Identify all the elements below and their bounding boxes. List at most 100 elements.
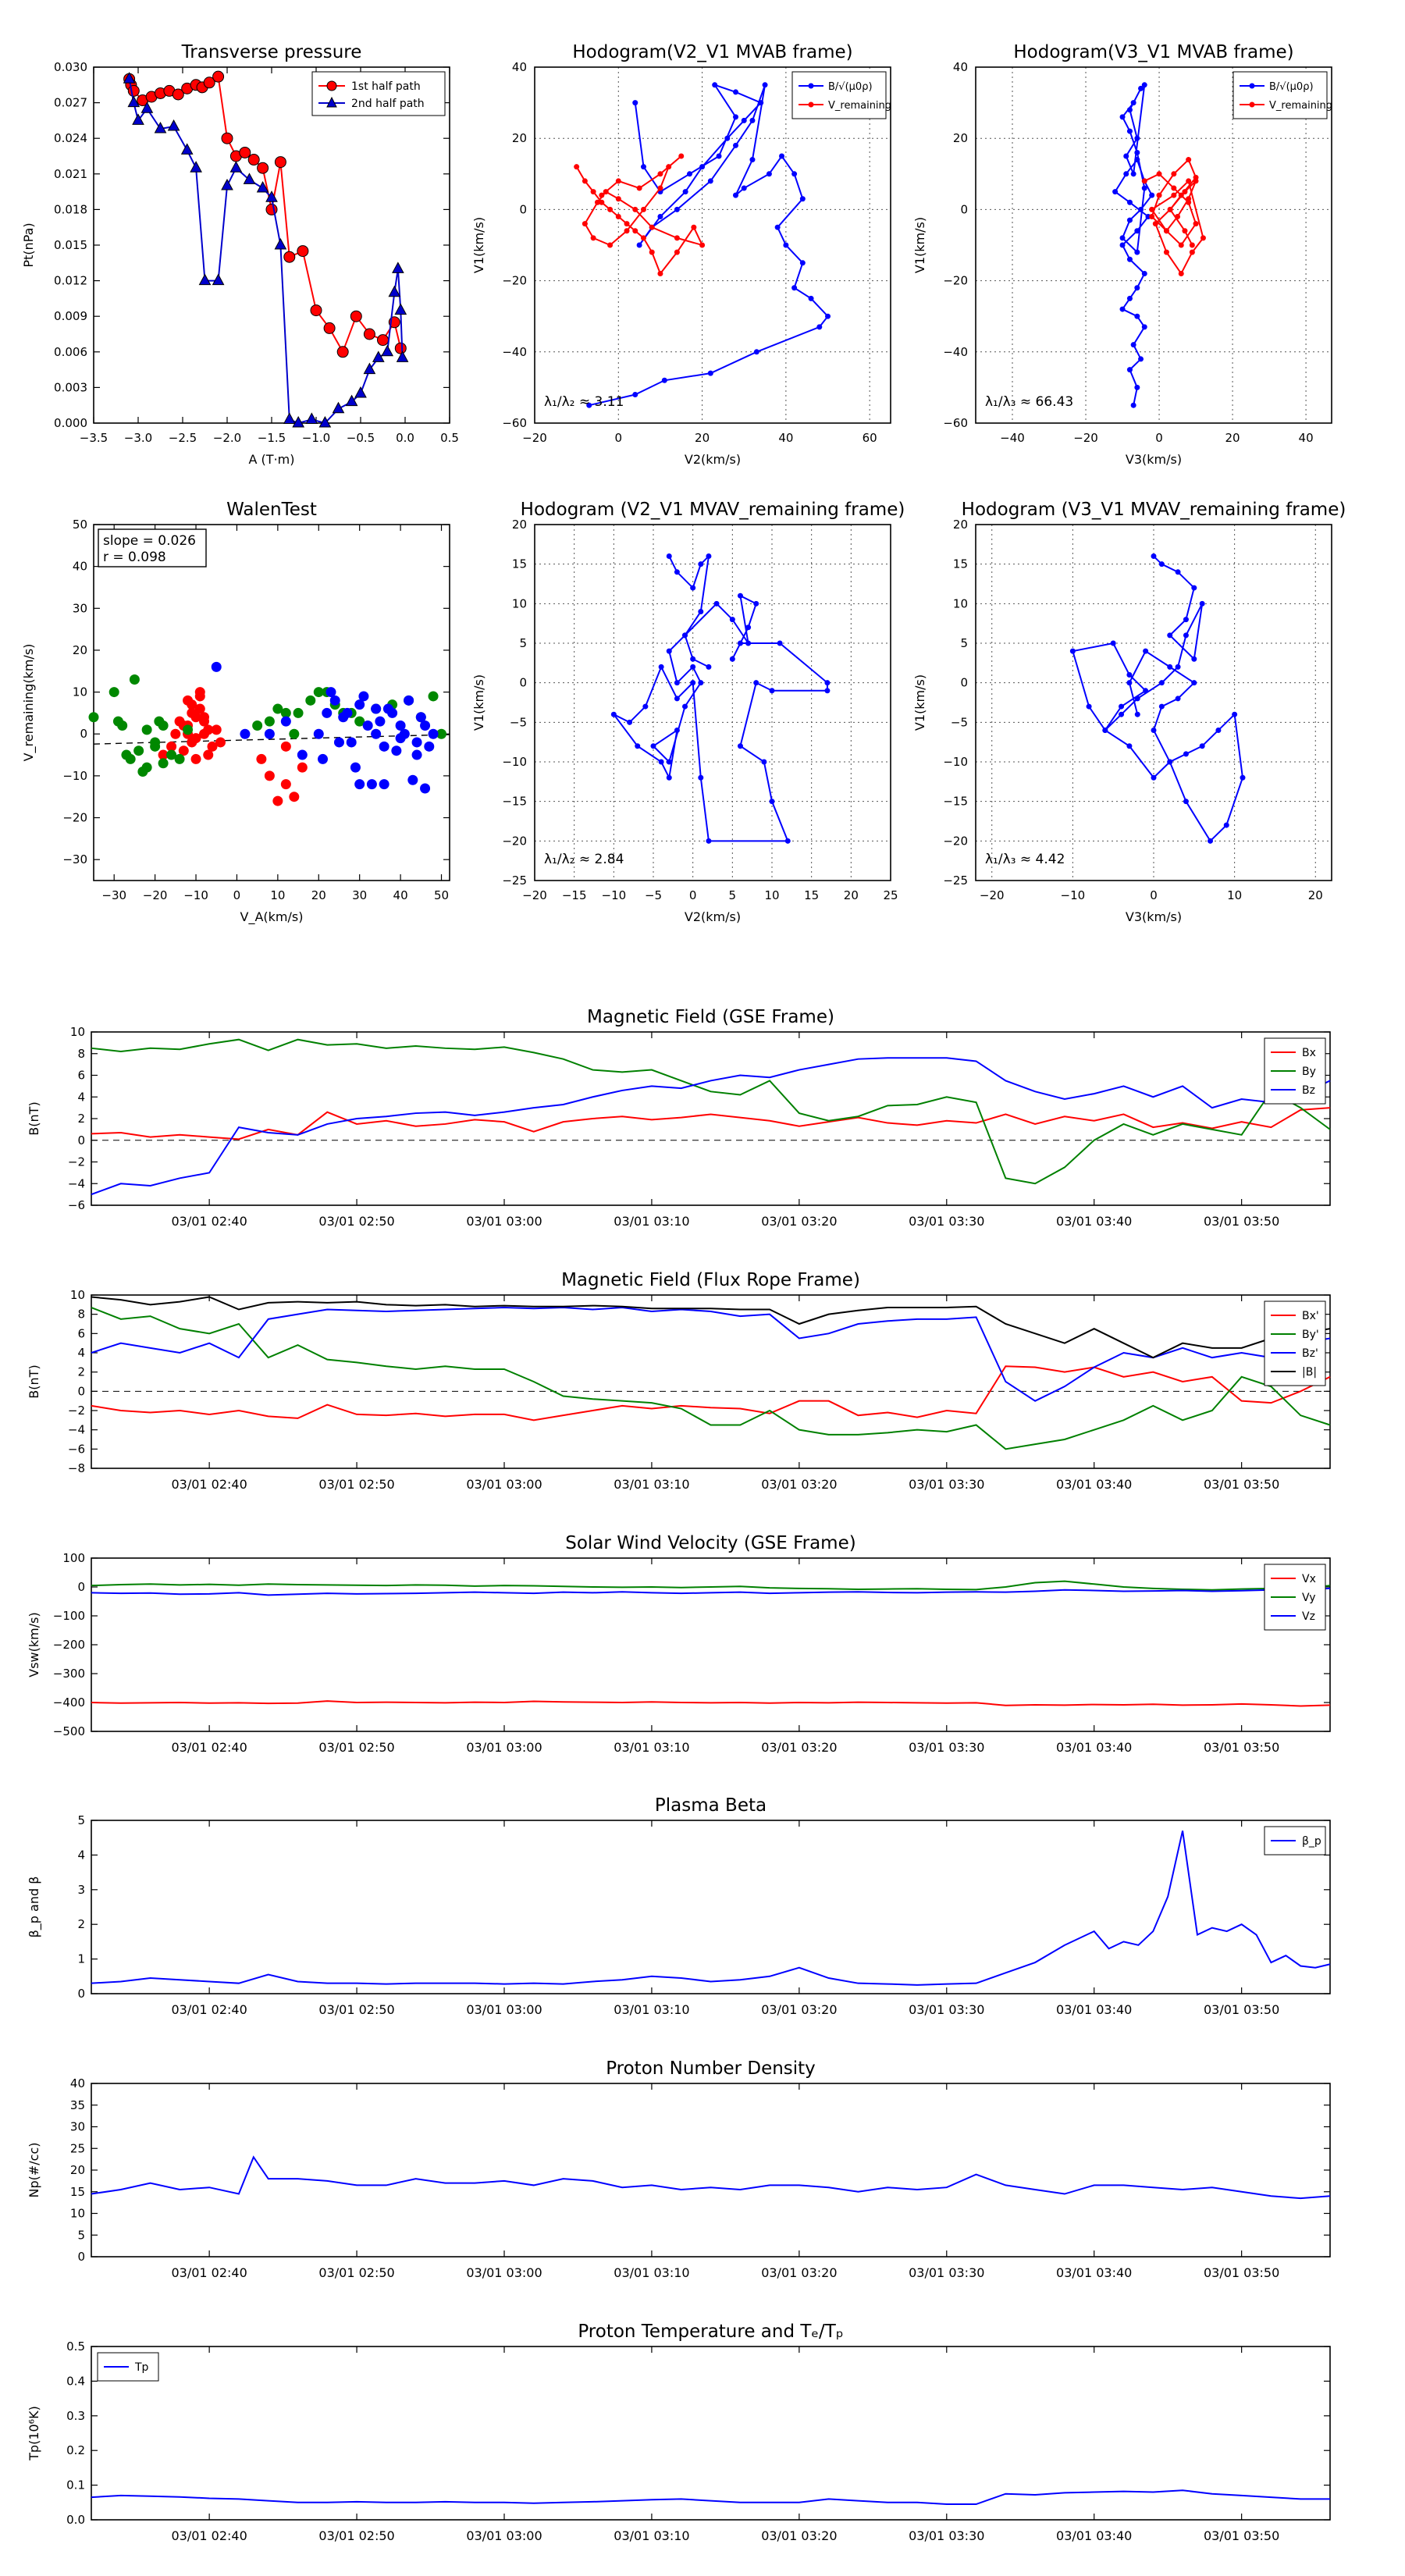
data-point bbox=[283, 412, 296, 424]
data-point bbox=[1151, 553, 1157, 560]
data-point bbox=[415, 712, 426, 723]
data-point bbox=[1141, 82, 1147, 88]
data-point bbox=[407, 774, 418, 785]
series-hodogram bbox=[586, 82, 831, 408]
data-point bbox=[707, 370, 713, 376]
y-tick-label: 0.0 bbox=[66, 2513, 85, 2527]
y-tick-label: 0 bbox=[960, 202, 968, 216]
data-point bbox=[363, 328, 375, 340]
data-point bbox=[698, 608, 704, 614]
data-point bbox=[265, 203, 278, 215]
data-point bbox=[753, 600, 759, 607]
x-tick-label: 03/01 03:30 bbox=[909, 2528, 984, 2543]
data-point bbox=[657, 214, 663, 220]
chart-title: Hodogram(V2_V1 MVAB frame) bbox=[572, 42, 852, 62]
y-tick-label: 15 bbox=[953, 557, 968, 571]
data-point bbox=[1126, 199, 1133, 205]
x-tick-label: 40 bbox=[1299, 431, 1314, 445]
data-point bbox=[1126, 295, 1133, 301]
y-axis-label: V1(km/s) bbox=[912, 674, 927, 731]
data-point bbox=[1138, 356, 1144, 362]
data-point bbox=[392, 262, 404, 273]
data-point bbox=[733, 89, 739, 95]
data-point bbox=[690, 680, 696, 686]
data-point bbox=[313, 728, 324, 739]
x-axis-label: A (T·m) bbox=[249, 452, 295, 467]
data-point bbox=[698, 774, 704, 781]
data-point bbox=[1130, 402, 1136, 408]
data-point bbox=[289, 792, 300, 802]
data-point bbox=[753, 349, 759, 355]
eigen-ratio-annotation: λ₁/λ₃ ≈ 4.42 bbox=[985, 852, 1065, 867]
data-point bbox=[1134, 149, 1140, 155]
data-point bbox=[1134, 384, 1140, 390]
data-point bbox=[239, 146, 251, 158]
x-tick-label: 03/01 02:40 bbox=[171, 1740, 247, 1755]
data-point bbox=[1191, 680, 1197, 686]
y-axis-label: Np(#/cc) bbox=[27, 2143, 41, 2198]
stats-box bbox=[98, 528, 207, 568]
data-point bbox=[1167, 759, 1173, 765]
data-point bbox=[737, 640, 743, 646]
data-point bbox=[394, 303, 407, 315]
x-tick-label: 03/01 03:10 bbox=[614, 2002, 689, 2017]
x-tick-label: 03/01 03:00 bbox=[466, 2265, 542, 2280]
data-point bbox=[424, 741, 435, 752]
data-point bbox=[342, 707, 353, 718]
data-point bbox=[379, 741, 389, 752]
x-tick-label: 40 bbox=[393, 888, 408, 902]
data-point bbox=[280, 716, 291, 727]
data-point bbox=[1189, 242, 1195, 248]
eigen-ratio-annotation: λ₁/λ₃ ≈ 66.43 bbox=[985, 394, 1073, 410]
series-hodogram bbox=[1112, 82, 1155, 408]
y-tick-label: 0.009 bbox=[54, 309, 87, 323]
chart-title: Hodogram (V3_V1 MVAV_remaining frame) bbox=[962, 500, 1346, 520]
data-point bbox=[108, 687, 119, 698]
data-point bbox=[229, 161, 243, 173]
data-point bbox=[428, 728, 439, 739]
data-point bbox=[436, 728, 447, 739]
y-axis-label: V1(km/s) bbox=[471, 674, 486, 731]
x-tick-label: 0 bbox=[233, 888, 241, 902]
chart-sw_velocity: 03/01 02:40 03/01 02:50 03/01 03:00 03/01 0… bbox=[27, 1533, 1331, 1755]
y-tick-label: 0.3 bbox=[66, 2409, 85, 2423]
data-point bbox=[1158, 680, 1165, 686]
data-point bbox=[1134, 285, 1140, 291]
data-point bbox=[682, 189, 688, 195]
data-point bbox=[221, 178, 233, 190]
x-tick-label: 20 bbox=[844, 888, 859, 902]
data-point bbox=[166, 749, 177, 760]
x-tick-label: 03/01 03:00 bbox=[466, 1214, 542, 1229]
plot-frame bbox=[91, 2346, 1331, 2521]
series-hodogram bbox=[1141, 157, 1206, 276]
plot-frame bbox=[91, 1294, 1331, 1469]
y-tick-label: 0 bbox=[77, 1987, 85, 2001]
data-point bbox=[133, 745, 144, 756]
data-point bbox=[112, 716, 123, 727]
data-point bbox=[640, 206, 646, 212]
y-axis-label: β_p and β bbox=[27, 1877, 42, 1938]
y-tick-label: 6 bbox=[77, 1069, 85, 1083]
data-point bbox=[272, 703, 283, 714]
x-tick-label: 03/01 03:00 bbox=[466, 1477, 542, 1492]
data-point bbox=[749, 117, 756, 123]
data-point bbox=[733, 192, 739, 198]
x-tick-label: 15 bbox=[804, 888, 819, 902]
y-tick-label: −2 bbox=[68, 1404, 85, 1418]
legend-label: Bz' bbox=[1302, 1347, 1318, 1360]
data-point bbox=[1175, 696, 1181, 702]
data-point bbox=[603, 189, 609, 195]
legend-marker bbox=[1249, 101, 1255, 108]
data-point bbox=[1141, 185, 1147, 191]
x-tick-label: 03/01 03:40 bbox=[1056, 1477, 1132, 1492]
y-tick-label: 0 bbox=[519, 202, 527, 216]
data-point bbox=[170, 728, 181, 739]
series-1st-half-path bbox=[123, 70, 407, 358]
legend-marker bbox=[326, 80, 337, 91]
data-point bbox=[372, 350, 385, 362]
x-tick-label: −10 bbox=[602, 888, 627, 902]
data-point bbox=[166, 741, 177, 752]
y-tick-label: 5 bbox=[960, 636, 968, 650]
data-point bbox=[203, 724, 214, 735]
